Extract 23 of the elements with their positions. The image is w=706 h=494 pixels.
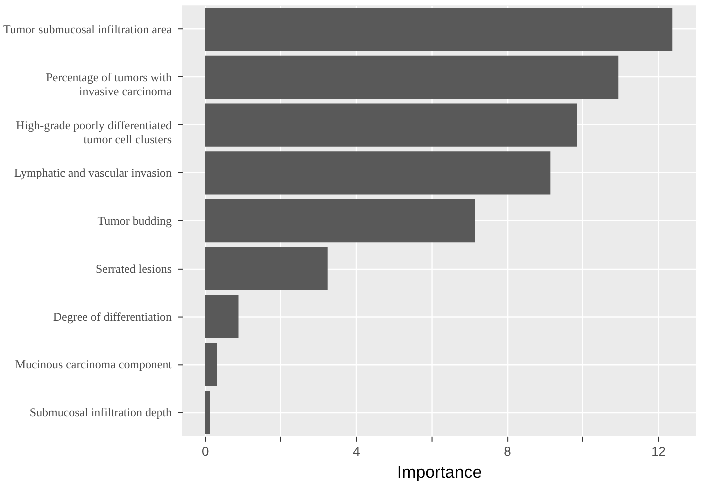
y-tick-label: Degree of differentiation [53, 310, 172, 324]
y-tick-label: Mucinous carcinoma component [15, 358, 173, 372]
y-tick-label: High-grade poorly differentiated tumor cell clusters [16, 118, 172, 146]
x-tick-label: 4 [353, 444, 360, 459]
x-tick-label: 12 [652, 444, 666, 459]
bar [205, 152, 551, 195]
bar [205, 8, 673, 52]
bar [205, 200, 476, 243]
bar [205, 104, 578, 147]
bar [205, 247, 328, 290]
bar [205, 390, 210, 434]
x-axis-title: Importance [397, 462, 482, 482]
y-tick-label: Submucosal infiltration depth [30, 406, 172, 420]
y-tick-label: Percentage of tumors with invasive carcinoma [46, 70, 173, 98]
y-tick-label: Lymphatic and vascular invasion [14, 166, 172, 180]
x-tick-label: 8 [504, 444, 512, 459]
y-tick-label: Serrated lesions [96, 262, 172, 276]
y-tick-label: Tumor budding [98, 214, 172, 228]
y-tick-label: Tumor submucosal infiltration area [3, 22, 173, 37]
bar [205, 56, 619, 100]
x-tick-label: 0 [202, 444, 210, 459]
bar [205, 295, 239, 338]
bar [205, 343, 218, 386]
